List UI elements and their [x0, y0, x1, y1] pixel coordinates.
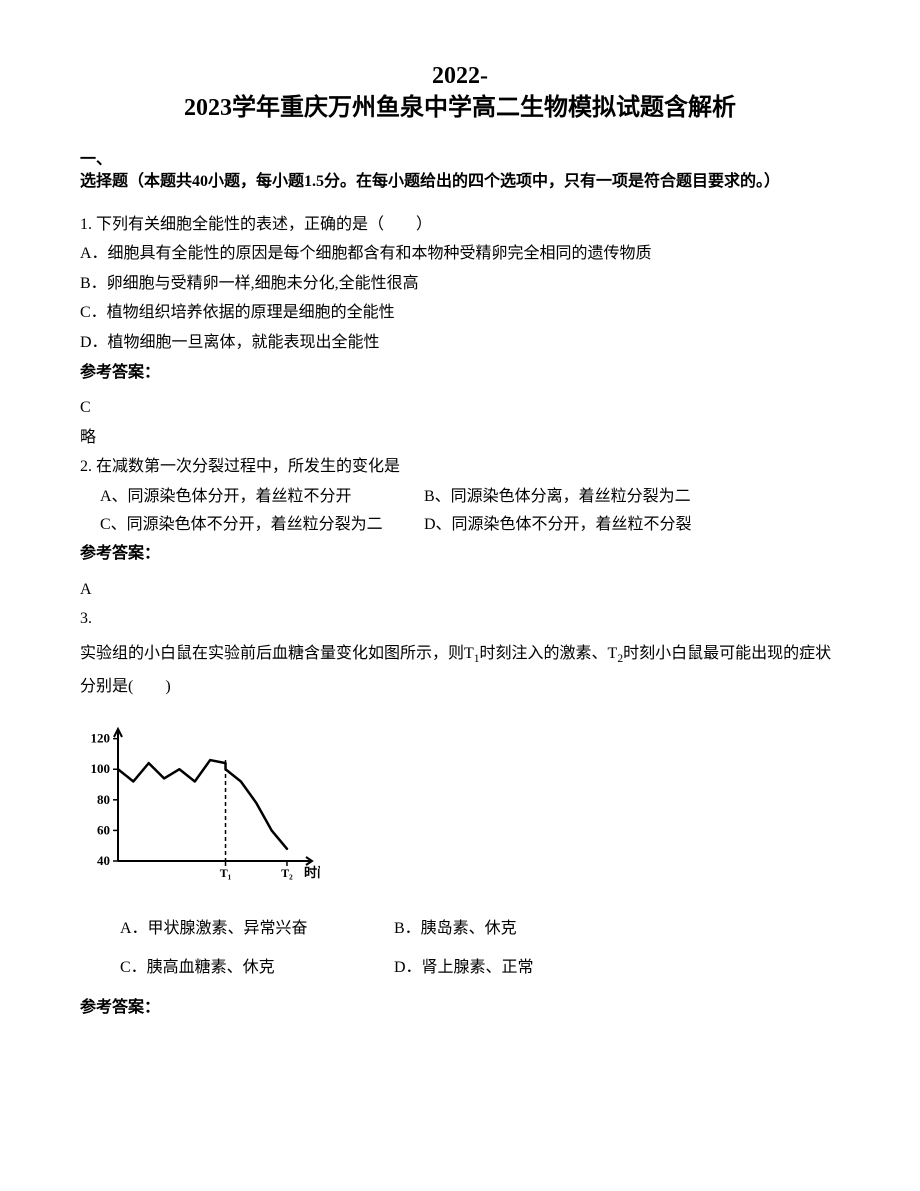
svg-text:100: 100 — [91, 761, 111, 776]
q3-option-a: A．甲状腺激素、异常兴奋 — [120, 916, 390, 942]
svg-text:40: 40 — [97, 853, 110, 868]
q3-stem-p2: 时刻注入的激素、T — [480, 645, 618, 662]
title-year: 2022- — [80, 60, 840, 92]
q2-stem: 2. 在减数第一次分裂过程中，所发生的变化是 — [80, 454, 840, 480]
q3-option-c: C．胰高血糖素、休克 — [120, 955, 390, 981]
q1-option-c: C．植物组织培养依据的原理是细胞的全能性 — [80, 300, 840, 326]
q3-chart-svg: 40 60 80 100 120 T₁ T₂ 时间 — [80, 721, 320, 889]
section-num: 一、 — [80, 149, 840, 171]
q3-options: A．甲状腺激素、异常兴奋 B．胰岛素、休克 C．胰高血糖素、休克 D．肾上腺素、… — [80, 916, 840, 981]
svg-text:60: 60 — [97, 823, 110, 838]
q2-option-a: A、同源染色体分开，着丝粒不分开 — [80, 484, 420, 510]
title-main: 2023学年重庆万州鱼泉中学高二生物模拟试题含解析 — [80, 92, 840, 124]
page-title: 2022- 2023学年重庆万州鱼泉中学高二生物模拟试题含解析 — [80, 60, 840, 125]
q2-option-b: B、同源染色体分离，着丝粒分裂为二 — [424, 488, 691, 505]
q3-options-row-2: C．胰高血糖素、休克 D．肾上腺素、正常 — [120, 955, 840, 981]
q3-num: 3. — [80, 606, 840, 632]
section-1-heading: 一、 选择题（本题共40小题，每小题1.5分。在每小题给出的四个选项中，只有一项… — [80, 149, 840, 194]
q3-option-d: D．肾上腺素、正常 — [394, 955, 664, 981]
q1-option-b: B．卵细胞与受精卵一样,细胞未分化,全能性很高 — [80, 271, 840, 297]
q2-options-row-2: C、同源染色体不分开，着丝粒分裂为二 D、同源染色体不分开，着丝粒不分裂 — [80, 512, 840, 538]
q2-options-row-1: A、同源染色体分开，着丝粒不分开 B、同源染色体分离，着丝粒分裂为二 — [80, 484, 840, 510]
svg-text:T₂: T₂ — [281, 866, 293, 880]
q1-option-a: A．细胞具有全能性的原因是每个细胞都含有和本物种受精卵完全相同的遗传物质 — [80, 241, 840, 267]
q3-answer-label: 参考答案： — [80, 995, 840, 1021]
q2-answer-label: 参考答案： — [80, 541, 840, 567]
svg-text:120: 120 — [91, 731, 111, 746]
q3-stem-p1: 实验组的小白鼠在实验前后血糖含量变化如图所示，则T — [80, 645, 474, 662]
q1-answer-label: 参考答案： — [80, 360, 840, 386]
q3-stem: 实验组的小白鼠在实验前后血糖含量变化如图所示，则T1时刻注入的激素、T2时刻小白… — [80, 638, 840, 703]
section-desc: 选择题（本题共40小题，每小题1.5分。在每小题给出的四个选项中，只有一项是符合… — [80, 171, 840, 193]
svg-text:80: 80 — [97, 792, 110, 807]
q2-answer: A — [80, 577, 840, 603]
q3-options-row-1: A．甲状腺激素、异常兴奋 B．胰岛素、休克 — [120, 916, 840, 942]
q1-stem: 1. 下列有关细胞全能性的表述，正确的是（ ） — [80, 212, 840, 238]
q3-option-b: B．胰岛素、休克 — [394, 916, 664, 942]
q3-chart: 40 60 80 100 120 T₁ T₂ 时间 — [80, 721, 840, 898]
q1-note: 略 — [80, 425, 840, 451]
q2-option-d: D、同源染色体不分开，着丝粒不分裂 — [424, 516, 692, 533]
svg-text:T₁: T₁ — [220, 866, 232, 880]
q2-option-c: C、同源染色体不分开，着丝粒分裂为二 — [80, 512, 420, 538]
q1-answer: C — [80, 395, 840, 421]
svg-text:时间: 时间 — [304, 865, 320, 880]
q1-option-d: D．植物细胞一旦离体，就能表现出全能性 — [80, 330, 840, 356]
